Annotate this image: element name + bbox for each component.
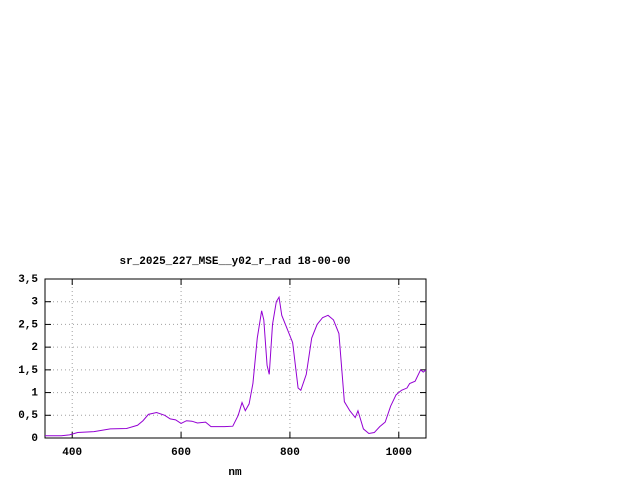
x-tick-label: 400 [62, 447, 82, 459]
y-tick-label: 1,5 [18, 365, 38, 377]
y-tick-label: 3 [31, 297, 38, 309]
plot-frame [44, 278, 427, 439]
x-tick-label: 600 [171, 447, 191, 459]
data-line [45, 295, 427, 437]
y-tick-label: 2 [31, 342, 38, 354]
y-tick-label: 2,5 [18, 319, 38, 331]
chart-title: sr_2025_227_MSE__y02_r_rad 18-00-00 [119, 256, 350, 268]
x-axis-label: nm [228, 467, 242, 479]
y-tick-label: 0,5 [18, 410, 38, 422]
y-tick-label: 3,5 [18, 274, 38, 286]
x-tick-label: 1000 [386, 447, 412, 459]
x-tick-label: 800 [280, 447, 300, 459]
y-tick-label: 0 [31, 433, 38, 445]
y-tick-label: 1 [31, 387, 38, 399]
